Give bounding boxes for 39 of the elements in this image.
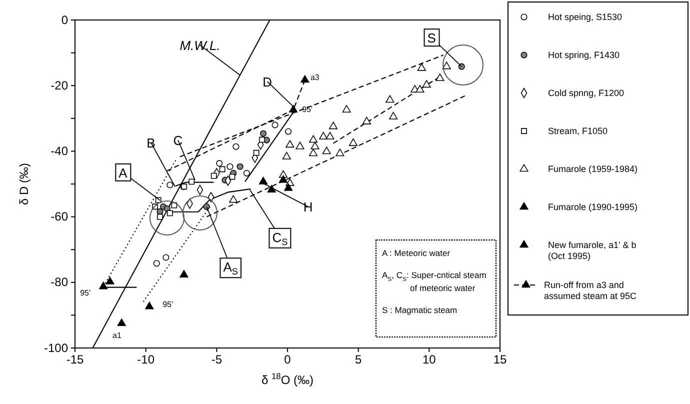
x-axis-title: δ $^{18}$O (‰)	[261, 371, 314, 387]
y-tick-label: -20	[50, 78, 68, 92]
x-tick-label: -10	[137, 352, 155, 367]
legend-label: Run-off from a3 and assumed steam at 95C	[544, 280, 638, 301]
annotation: A$_{S}$	[223, 259, 238, 277]
annotation: S	[427, 30, 436, 46]
legend-label: Hot speing, S1530	[548, 12, 622, 22]
legend-label: Fumarole (1990-1995)	[548, 202, 638, 212]
annotation: D	[262, 74, 272, 90]
annotation: C$_{S}$	[272, 229, 288, 247]
y-tick-label: -100	[44, 340, 68, 355]
x-tick-label: -5	[211, 352, 222, 367]
annotation: a3	[310, 72, 320, 82]
annotation: C	[173, 132, 183, 148]
y-tick-label: -80	[50, 275, 68, 290]
x-tick-label: 15	[493, 352, 507, 367]
x-tick-label: 10	[422, 352, 436, 367]
annotation: 95'	[80, 288, 92, 298]
annotation: A$_{S}$, C$_{S}$: Super-cntical steam of meteoric water	[382, 270, 486, 293]
legend-label: New fumarole, a1' & b (Oct 1995)	[548, 240, 636, 261]
x-tick-label: 0	[284, 352, 292, 367]
y-tick-label: -40	[50, 144, 68, 158]
legend-label: Stream, F1050	[548, 126, 608, 136]
legend-label: Cold spnng, F1200	[548, 88, 624, 98]
x-tick-label: 5	[354, 352, 362, 367]
legend-label: Hot spring, F1430	[548, 50, 620, 60]
annotation: 95'	[162, 300, 174, 309]
y-tick-label: -60	[50, 210, 68, 224]
annotation: A	[118, 164, 128, 180]
y-axis-title: δ D (‰)	[17, 162, 31, 206]
annotation: S : Magmatic steam	[382, 305, 458, 315]
y-tick-label: 0	[61, 12, 68, 27]
annotation: A : Meteoric water	[382, 248, 450, 258]
annotation: B	[146, 135, 156, 150]
annotation: a1	[112, 331, 122, 340]
x-tick-label: -15	[66, 352, 84, 367]
annotation: M.W.L.	[180, 38, 220, 53]
annotation: H	[303, 199, 313, 214]
legend-label: Fumarole (1959-1984)	[548, 164, 638, 174]
